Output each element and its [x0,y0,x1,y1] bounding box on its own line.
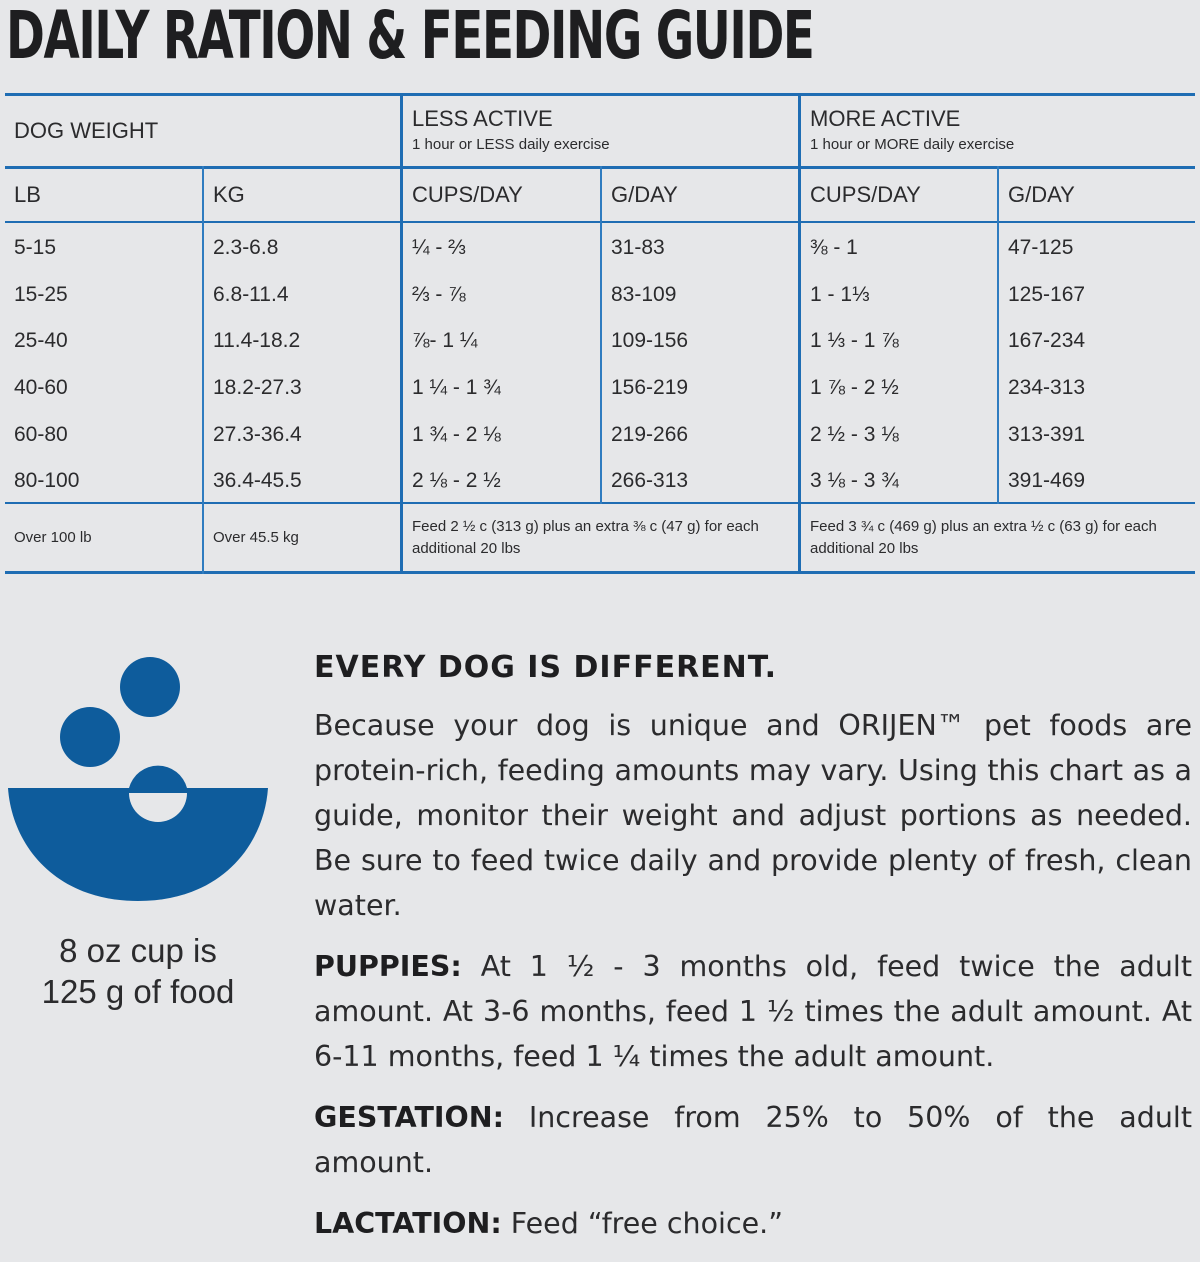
feeding-table: DOG WEIGHT LESS ACTIVE 1 hour or LESS da… [0,0,1200,580]
cell-less-cups: 1 ¾ - 2 ⅛ [412,423,501,446]
cell-kg: 6.8-11.4 [213,283,289,306]
cell-lb: 60-80 [14,423,68,446]
column-header-lb: LB [14,182,41,207]
cup-note-line1: 8 oz cup is [59,932,217,969]
cell-more-cups: ⅜ - 1 [810,236,858,259]
puppies-paragraph: PUPPIES: At 1 ½ - 3 months old, feed twi… [314,944,1192,1079]
table-top-rule [5,93,1195,96]
group-divider-2 [798,93,801,574]
cell-over-lb: Over 100 lb [14,529,92,546]
table-bottom-rule [5,571,1195,574]
cell-lb: 15-25 [14,283,68,306]
cell-kg: 11.4-18.2 [213,329,301,352]
cell-more-cups: 1 - 1⅓ [810,283,870,306]
lactation-text: Feed “free choice.” [510,1207,783,1240]
cell-more-grams: 313-391 [1008,423,1086,446]
cell-less-grams: 219-266 [611,423,689,446]
cell-over-kg: Over 45.5 kg [213,529,299,546]
cell-more-grams: 391-469 [1008,469,1086,492]
col-divider-1 [202,166,204,574]
column-header-kg: KG [213,182,245,207]
gestation-text: Increase from 25% to 50% of the adult am… [314,1101,1192,1179]
puppies-text: At 1 ½ - 3 months old, feed twice the ad… [314,950,1192,1073]
more-active-subtitle: 1 hour or MORE daily exercise [810,136,1015,153]
column-header-less-grams: G/DAY [611,182,678,207]
col-divider-2 [600,166,602,504]
guide-intro: Because your dog is unique and ORIJEN™ p… [314,709,1192,922]
col-divider-3 [997,166,999,504]
cell-lb: 5-15 [14,236,57,259]
cell-less-cups: 1 ¼ - 1 ¾ [412,376,501,399]
cell-less-grams: 109-156 [611,329,689,352]
cell-more-cups: 1 ⅞ - 2 ½ [810,376,899,399]
cell-less-cups: ⅔ - ⅞ [412,283,466,306]
dog-weight-header: DOG WEIGHT [14,118,159,143]
lactation-paragraph: LACTATION: Feed “free choice.” [314,1201,1192,1246]
cell-less-grams: 31-83 [611,236,665,259]
cell-more-cups: 1 ⅓ - 1 ⅞ [810,329,899,352]
cell-less-grams: 266-313 [611,469,689,492]
cell-less-grams: 83-109 [611,283,677,306]
cell-more-grams: 125-167 [1008,283,1086,306]
cell-more-cups: 3 ⅛ - 3 ¾ [810,469,899,492]
cell-lb: 25-40 [14,329,68,352]
food-bowl-icon [8,657,268,901]
cell-lb: 40-60 [14,376,68,399]
gestation-label: GESTATION: [314,1101,504,1134]
cell-more-cups: 2 ½ - 3 ⅛ [810,423,899,446]
cell-over-less-active: Feed 2 ½ c (313 g) plus an extra ⅜ c (47… [412,518,759,557]
cell-more-grams: 234-313 [1008,376,1086,399]
less-active-header: LESS ACTIVE [412,106,553,131]
cell-kg: 18.2-27.3 [213,376,302,399]
gestation-paragraph: GESTATION: Increase from 25% to 50% of t… [314,1095,1192,1185]
cell-kg: 36.4-45.5 [213,469,302,492]
column-header-more-cups: CUPS/DAY [810,182,921,207]
cell-less-cups: 2 ⅛ - 2 ½ [412,469,501,492]
more-active-header: MORE ACTIVE [810,106,961,131]
lactation-label: LACTATION: [314,1207,502,1240]
feeding-guide-text: EVERY DOG IS DIFFERENT. Because your dog… [314,650,1192,1262]
cell-over-more-active: Feed 3 ¾ c (469 g) plus an extra ½ c (63… [810,518,1157,557]
column-header-less-cups: CUPS/DAY [412,182,523,207]
cell-less-cups: ¼ - ⅔ [412,236,466,259]
cell-kg: 2.3-6.8 [213,236,279,259]
column-header-more-grams: G/DAY [1008,182,1075,207]
cup-measure-note: 8 oz cup is 125 g of food [10,930,266,1012]
page-title: DAILY RATION & FEEDING GUIDE [6,0,815,74]
cell-less-grams: 156-219 [611,376,689,399]
cup-note-line2: 125 g of food [41,973,235,1010]
less-active-subtitle: 1 hour or LESS daily exercise [412,136,610,153]
cell-lb: 80-100 [14,469,80,492]
cell-less-cups: ⅞- 1 ¼ [412,329,478,352]
group-divider-1 [400,93,403,574]
guide-heading: EVERY DOG IS DIFFERENT. [314,650,778,685]
cell-more-grams: 167-234 [1008,329,1086,352]
cell-more-grams: 47-125 [1008,236,1074,259]
puppies-label: PUPPIES: [314,950,462,983]
cell-kg: 27.3-36.4 [213,423,302,446]
